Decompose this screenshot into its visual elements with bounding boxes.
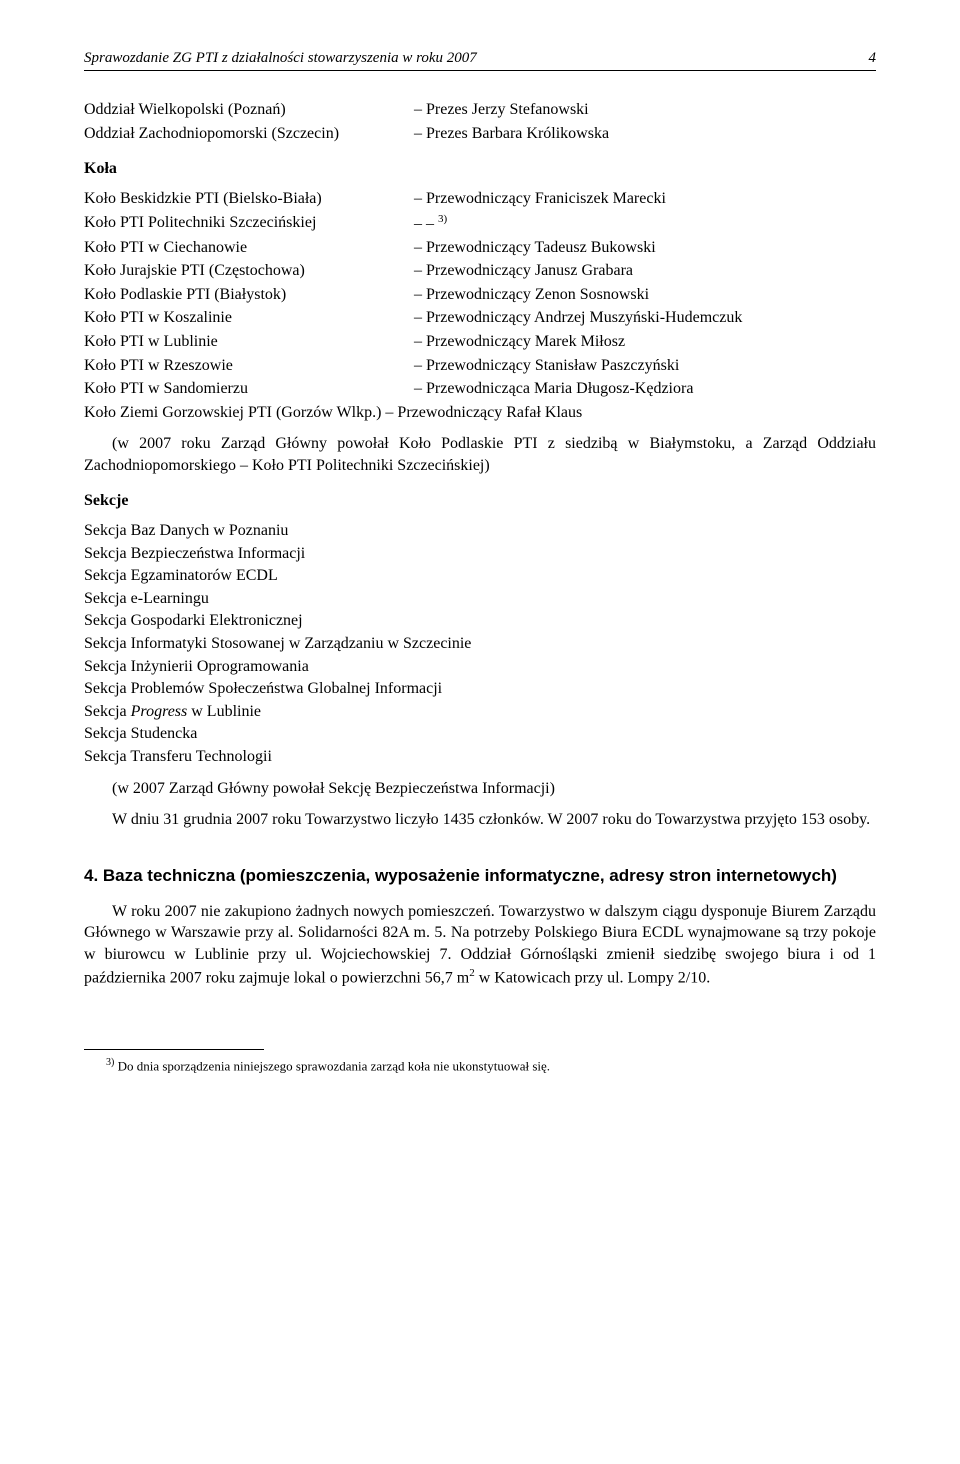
kolo-name: Koło PTI w Lublinie <box>84 331 414 353</box>
sekcja-item: Sekcja Gospodarki Elektronicznej <box>84 610 876 632</box>
header-title: Sprawozdanie ZG PTI z działalności stowa… <box>84 48 477 68</box>
kolo-leader: – – 3) <box>414 212 876 235</box>
kolo-leader-text: – – <box>414 215 434 232</box>
paragraph: W dniu 31 grudnia 2007 roku Towarzystwo … <box>84 809 876 831</box>
kolo-name: Koło Podlaskie PTI (Białystok) <box>84 284 414 306</box>
kolo-extra: Koło Ziemi Gorzowskiej PTI (Gorzów Wlkp.… <box>84 402 876 424</box>
kolo-row: Koło PTI w Lublinie – Przewodniczący Mar… <box>84 331 876 353</box>
sekcja-item: Sekcja Bezpieczeństwa Informacji <box>84 543 876 565</box>
section-4-title: 4. Baza techniczna (pomieszczenia, wypos… <box>84 865 876 887</box>
header-page-number: 4 <box>869 48 877 68</box>
kolo-leader: – Przewodniczący Franiciszek Marecki <box>414 188 876 210</box>
sekcja-item: Sekcja Studencka <box>84 723 876 745</box>
kolo-name: Koło Jurajskie PTI (Częstochowa) <box>84 260 414 282</box>
kolo-row: Koło Beskidzkie PTI (Bielsko-Biała) – Pr… <box>84 188 876 210</box>
oddzial-leader: – Prezes Barbara Królikowska <box>414 123 876 145</box>
kolo-name: Koło PTI w Rzeszowie <box>84 355 414 377</box>
kolo-leader: – Przewodniczący Tadeusz Bukowski <box>414 237 876 259</box>
para4-text-b: w Katowicach przy ul. Lompy 2/10. <box>475 969 711 986</box>
paragraph: (w 2007 Zarząd Główny powołał Sekcję Bez… <box>84 778 876 800</box>
kolo-name: Koło Beskidzkie PTI (Bielsko-Biała) <box>84 188 414 210</box>
sekcja-item: Sekcja Informatyki Stosowanej w Zarządza… <box>84 633 876 655</box>
kolo-name: Koło PTI Politechniki Szczecińskiej <box>84 212 414 235</box>
sekcja-prefix: Sekcja <box>84 703 131 720</box>
kola-heading: Koła <box>84 158 876 180</box>
paragraph: (w 2007 roku Zarząd Główny powołał Koło … <box>84 433 876 476</box>
sekcje-heading: Sekcje <box>84 490 876 512</box>
oddzial-name: Oddział Wielkopolski (Poznań) <box>84 99 414 121</box>
footnote-separator <box>84 1049 264 1050</box>
kolo-row: Koło Podlaskie PTI (Białystok) – Przewod… <box>84 284 876 306</box>
sekcja-item: Sekcja Egzaminatorów ECDL <box>84 565 876 587</box>
kolo-name: Koło PTI w Koszalinie <box>84 307 414 329</box>
paragraph: W roku 2007 nie zakupiono żadnych nowych… <box>84 901 876 989</box>
sekcja-item: Sekcja Problemów Społeczeństwa Globalnej… <box>84 678 876 700</box>
kolo-name: Koło PTI w Ciechanowie <box>84 237 414 259</box>
oddzial-name: Oddział Zachodniopomorski (Szczecin) <box>84 123 414 145</box>
footnote-text: Do dnia sporządzenia niniejszego sprawoz… <box>114 1058 550 1073</box>
kolo-leader: – Przewodniczący Marek Miłosz <box>414 331 876 353</box>
sekcja-italic: Progress <box>131 703 188 720</box>
sekcja-item: Sekcja Transferu Technologii <box>84 746 876 768</box>
kolo-row: Koło PTI w Sandomierzu – Przewodnicząca … <box>84 378 876 400</box>
kolo-leader: – Przewodnicząca Maria Długosz-Kędziora <box>414 378 876 400</box>
kolo-row: Koło Jurajskie PTI (Częstochowa) – Przew… <box>84 260 876 282</box>
oddzial-row: Oddział Wielkopolski (Poznań) – Prezes J… <box>84 99 876 121</box>
footnote: 3) Do dnia sporządzenia niniejszego spra… <box>84 1056 876 1075</box>
page-header: Sprawozdanie ZG PTI z działalności stowa… <box>84 48 876 71</box>
kolo-row: Koło PTI w Koszalinie – Przewodniczący A… <box>84 307 876 329</box>
sekcja-item: Sekcja Progress w Lublinie <box>84 701 876 723</box>
oddzial-row: Oddział Zachodniopomorski (Szczecin) – P… <box>84 123 876 145</box>
kolo-leader: – Przewodniczący Andrzej Muszyński-Hudem… <box>414 307 876 329</box>
kolo-leader: – Przewodniczący Stanisław Paszczyński <box>414 355 876 377</box>
page: Sprawozdanie ZG PTI z działalności stowa… <box>0 0 960 1122</box>
footnote-ref: 3) <box>438 213 447 225</box>
kolo-row: Koło PTI Politechniki Szczecińskiej – – … <box>84 212 876 235</box>
kolo-name: Koło PTI w Sandomierzu <box>84 378 414 400</box>
sekcja-item: Sekcja Inżynierii Oprogramowania <box>84 656 876 678</box>
sekcja-suffix: w Lublinie <box>187 703 261 720</box>
sekcja-item: Sekcja e-Learningu <box>84 588 876 610</box>
kolo-row: Koło PTI w Rzeszowie – Przewodniczący St… <box>84 355 876 377</box>
kolo-row: Koło PTI w Ciechanowie – Przewodniczący … <box>84 237 876 259</box>
sekcja-item: Sekcja Baz Danych w Poznaniu <box>84 520 876 542</box>
kolo-leader: – Przewodniczący Zenon Sosnowski <box>414 284 876 306</box>
kolo-leader: – Przewodniczący Janusz Grabara <box>414 260 876 282</box>
oddzial-leader: – Prezes Jerzy Stefanowski <box>414 99 876 121</box>
